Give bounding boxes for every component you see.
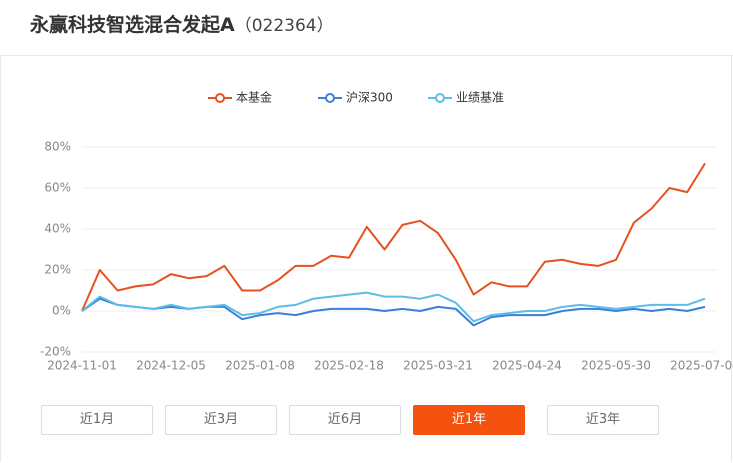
x-tick-label: 2025-03-21 (403, 359, 473, 373)
y-tick-label: 20% (44, 263, 71, 277)
series-line (81, 291, 706, 323)
legend-label: 沪深300 (346, 91, 393, 105)
y-tick-label: 40% (44, 222, 71, 236)
fund-code: （022364） (234, 16, 334, 36)
legend-marker (435, 93, 445, 103)
x-tick-label: 2025-02-18 (314, 359, 384, 373)
x-tick-label: 2025-05-30 (581, 359, 651, 373)
y-tick-label: -20% (40, 345, 71, 359)
fund-title: 永赢科技智选混合发起A（022364） (30, 10, 334, 37)
x-tick-label: 2025-04-24 (492, 359, 562, 373)
separator (0, 55, 733, 56)
legend-label: 本基金 (236, 90, 272, 105)
tab-button[interactable]: 近1年 (413, 405, 525, 435)
legend-label: 业绩基准 (456, 91, 504, 105)
x-tick-label: 2025-07-04 (670, 359, 733, 373)
chart: -20% 0% 20% 40% 60% 80% 2024-11-01 2024-12-05 20… (40, 90, 733, 373)
tab-button[interactable]: 近3月 (165, 405, 277, 435)
legend-marker (215, 93, 225, 103)
tab-button[interactable]: 近6月 (289, 405, 401, 435)
series-line (81, 297, 706, 327)
y-tick-label: 0% (52, 304, 71, 318)
x-tick-label: 2025-01-08 (225, 359, 295, 373)
x-tick-label: 2024-12-05 (136, 359, 206, 373)
tab-button[interactable]: 近3年 (547, 405, 659, 435)
y-tick-label: 60% (44, 181, 71, 195)
title: 永赢科技智选混合发起A (30, 14, 235, 36)
series-line (81, 162, 706, 312)
legend-marker (325, 93, 335, 103)
tab-button[interactable]: 近1月 (41, 405, 153, 435)
chart-panel (0, 56, 732, 462)
y-tick-label: 80% (44, 140, 71, 154)
x-tick-label: 2024-11-01 (47, 359, 117, 373)
